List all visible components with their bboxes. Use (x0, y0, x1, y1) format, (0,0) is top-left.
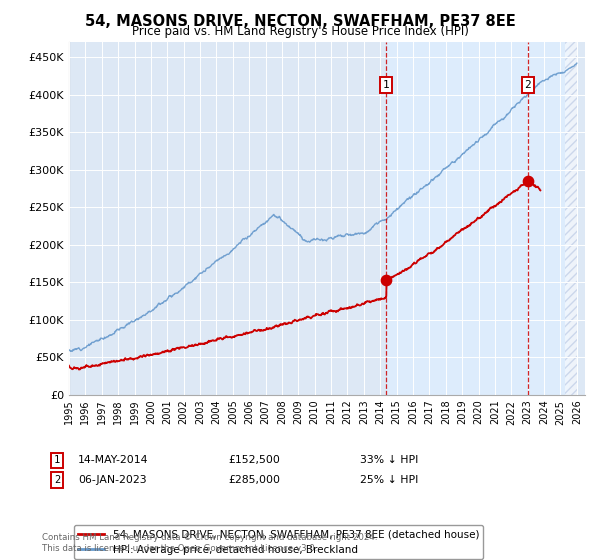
Text: 54, MASONS DRIVE, NECTON, SWAFFHAM, PE37 8EE: 54, MASONS DRIVE, NECTON, SWAFFHAM, PE37… (85, 14, 515, 29)
Text: Price paid vs. HM Land Registry's House Price Index (HPI): Price paid vs. HM Land Registry's House … (131, 25, 469, 38)
Point (523, 176, 533, 185)
Text: 2: 2 (54, 475, 60, 485)
Text: £285,000: £285,000 (228, 475, 280, 485)
Text: 33% ↓ HPI: 33% ↓ HPI (360, 455, 418, 465)
Point (382, 276, 391, 285)
Text: Contains HM Land Registry data © Crown copyright and database right 2024.
This d: Contains HM Land Registry data © Crown c… (42, 533, 377, 553)
Text: 25% ↓ HPI: 25% ↓ HPI (360, 475, 418, 485)
Text: £152,500: £152,500 (228, 455, 280, 465)
Text: 2: 2 (524, 80, 532, 90)
Text: 1: 1 (54, 455, 60, 465)
Legend: 54, MASONS DRIVE, NECTON, SWAFFHAM, PE37 8EE (detached house), HPI: Average pric: 54, MASONS DRIVE, NECTON, SWAFFHAM, PE37… (74, 525, 484, 559)
Text: 1: 1 (383, 80, 389, 90)
Text: 14-MAY-2014: 14-MAY-2014 (78, 455, 149, 465)
Text: 06-JAN-2023: 06-JAN-2023 (78, 475, 146, 485)
